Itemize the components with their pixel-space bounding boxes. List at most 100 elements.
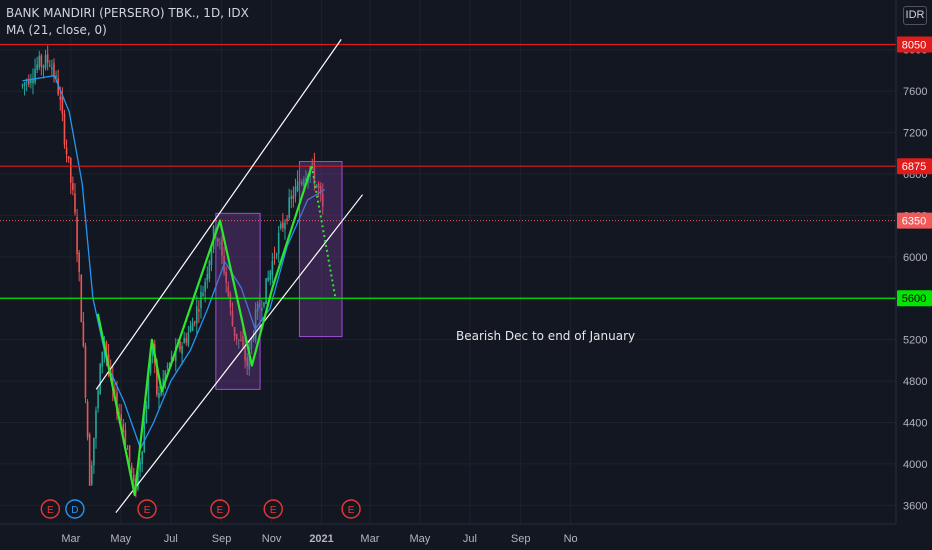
- candle-body: [143, 422, 146, 452]
- candle-body: [179, 340, 181, 350]
- channel-trend-line[interactable]: [115, 194, 363, 513]
- candle-body: [290, 196, 293, 199]
- candle-body: [48, 65, 51, 67]
- candle-body: [55, 75, 57, 78]
- candle-body: [244, 347, 246, 361]
- price-label-tag[interactable]: [897, 212, 932, 229]
- candle-body: [69, 158, 72, 183]
- x-tick-label: Sep: [511, 533, 531, 545]
- candle-body: [208, 260, 211, 279]
- candle-body: [93, 437, 95, 466]
- candle-body: [158, 392, 160, 399]
- event-marker-circle: [137, 499, 157, 519]
- candle-body: [315, 184, 318, 187]
- candle-body: [59, 96, 62, 100]
- candle-body: [225, 271, 227, 283]
- candle-body: [195, 306, 198, 324]
- time-axis[interactable]: Mar May Jul Sep Nov 2021 Mar May Jul Sep No: [61, 533, 577, 545]
- earnings-marker[interactable]: E: [40, 499, 61, 519]
- event-marker-label: D: [71, 505, 78, 516]
- earnings-marker[interactable]: E: [341, 499, 361, 519]
- event-marker-label: E: [217, 505, 224, 516]
- candle-body: [53, 63, 55, 77]
- currency-badge[interactable]: IDR: [903, 6, 927, 25]
- candle-body: [319, 186, 322, 195]
- indicator-label[interactable]: MA (21, close, 0): [6, 23, 107, 37]
- annotation-text[interactable]: Bearish Dec to end of January: [456, 329, 635, 343]
- x-tick-label: Nov: [262, 533, 282, 545]
- x-tick-label: Mar: [360, 533, 379, 545]
- candle-body: [286, 218, 288, 221]
- candle-body: [46, 54, 49, 63]
- candle-body: [187, 332, 190, 345]
- candle-body: [265, 278, 267, 304]
- price-label-tag[interactable]: [897, 290, 932, 307]
- candle-body: [198, 309, 200, 312]
- candle-body: [78, 252, 80, 272]
- x-tick-label: Mar: [61, 533, 80, 545]
- earnings-marker[interactable]: E: [263, 499, 283, 519]
- projection-line[interactable]: [310, 166, 337, 299]
- x-tick-label: Sep: [212, 533, 232, 545]
- earnings-marker[interactable]: E: [137, 499, 157, 519]
- candle-body: [233, 327, 236, 336]
- candle-body: [32, 79, 34, 84]
- event-marker-label: E: [47, 505, 54, 516]
- candle-body: [240, 339, 242, 341]
- price-label-text: 6875: [902, 161, 926, 173]
- candle-body: [273, 256, 276, 258]
- candle-body: [156, 359, 158, 395]
- candle-body: [237, 339, 240, 341]
- candle-body: [90, 465, 93, 485]
- candle-body: [40, 55, 43, 67]
- price-label-tag[interactable]: [897, 36, 932, 53]
- candle-body: [105, 341, 108, 356]
- candle-body: [317, 183, 320, 189]
- dividend-marker[interactable]: D: [65, 499, 85, 519]
- candle-body: [305, 178, 307, 181]
- candle-body: [34, 69, 36, 83]
- x-tick-label: 2021: [309, 533, 333, 545]
- candle-body: [231, 310, 234, 327]
- zigzag-pattern-line[interactable]: [96, 165, 313, 497]
- event-marker-circle: [263, 499, 283, 519]
- candle-body: [114, 390, 116, 392]
- channel-trend-line[interactable]: [95, 39, 342, 390]
- price-label-tag[interactable]: [897, 158, 932, 175]
- candle-body: [160, 391, 162, 396]
- candle-body: [303, 179, 305, 186]
- candle-body: [277, 232, 280, 254]
- earnings-marker[interactable]: E: [210, 499, 230, 519]
- candle-body: [321, 193, 324, 207]
- y-tick-label: 5200: [903, 335, 927, 347]
- candle-body: [261, 308, 263, 311]
- candle-body: [61, 95, 64, 114]
- candle-body: [229, 293, 232, 308]
- x-tick-label: Jul: [463, 533, 477, 545]
- candle-body: [23, 82, 26, 86]
- candle-body: [292, 195, 295, 199]
- price-axis[interactable]: 3600400044004800520056006000640068007200…: [897, 36, 932, 513]
- candle-body: [130, 465, 133, 473]
- event-marker-circle: [40, 499, 61, 519]
- y-tick-label: 7600: [903, 86, 927, 98]
- candle-body: [219, 243, 221, 245]
- candle-body: [65, 147, 68, 155]
- candle-body: [86, 401, 89, 438]
- candle-body: [76, 216, 78, 255]
- candle-body: [67, 156, 70, 159]
- candle-body: [235, 333, 238, 340]
- candle-body: [294, 186, 297, 196]
- candle-body: [183, 337, 185, 344]
- candle-body: [25, 81, 28, 83]
- candle-body: [162, 378, 164, 388]
- candle-body: [170, 356, 173, 361]
- price-label-text: 6350: [902, 216, 926, 228]
- candle-body: [36, 64, 38, 70]
- candle-body: [82, 321, 85, 347]
- symbol-title[interactable]: BANK MANDIRI (PERSERO) TBK., 1D, IDX: [6, 6, 249, 20]
- candle-body: [254, 309, 257, 341]
- candle-body: [279, 223, 282, 229]
- x-tick-label: No: [564, 533, 578, 545]
